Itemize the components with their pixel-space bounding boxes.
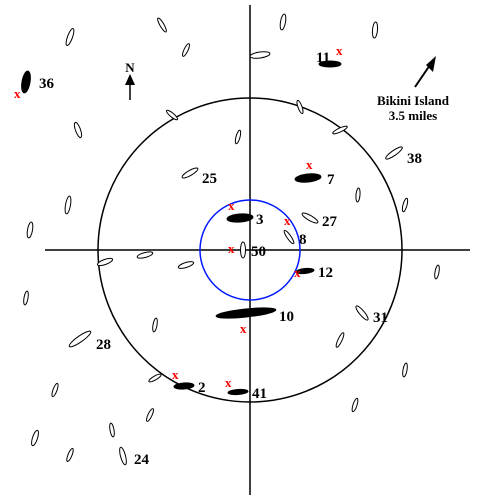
ship-41-label: 41 xyxy=(252,386,267,402)
ship-11-x-mark: x xyxy=(336,43,343,58)
ship-41-x-mark: x xyxy=(225,375,232,390)
diagram-canvas: 36x11x7x38253x278x50x12x10x31282x41x24NB… xyxy=(0,0,500,500)
ship-36-x-mark: x xyxy=(14,86,21,101)
ship-31-label: 31 xyxy=(373,310,388,326)
bikini-label-1: Bikini Island xyxy=(377,93,450,108)
ship-50-label: 50 xyxy=(251,244,266,260)
ship-25-label: 25 xyxy=(202,171,217,187)
ship-50-hull xyxy=(241,242,246,258)
ship-8-x-mark: x xyxy=(284,213,291,228)
ship-10-label: 10 xyxy=(279,309,294,325)
ship-12-x-mark: x xyxy=(294,265,301,280)
ship-8-label: 8 xyxy=(299,232,307,248)
ship-27-label: 27 xyxy=(322,214,338,230)
ship-50-x-mark: x xyxy=(228,241,235,256)
ship-38-label: 38 xyxy=(407,151,422,167)
ship-28-label: 28 xyxy=(96,337,111,353)
ship-11-label: 11 xyxy=(316,50,330,66)
ship-36-label: 36 xyxy=(39,76,55,92)
compass-label: N xyxy=(125,60,135,75)
ship-3-label: 3 xyxy=(256,212,264,228)
ship-7-label: 7 xyxy=(327,172,335,188)
ship-3-x-mark: x xyxy=(228,198,235,213)
ship-10-x-mark: x xyxy=(240,321,247,336)
ship-2-x-mark: x xyxy=(172,367,179,382)
ship-24-label: 24 xyxy=(134,452,150,468)
ship-2-label: 2 xyxy=(198,380,206,396)
ship-7-x-mark: x xyxy=(306,157,313,172)
bikini-label-2: 3.5 miles xyxy=(389,108,437,123)
ship-12-label: 12 xyxy=(318,265,333,281)
